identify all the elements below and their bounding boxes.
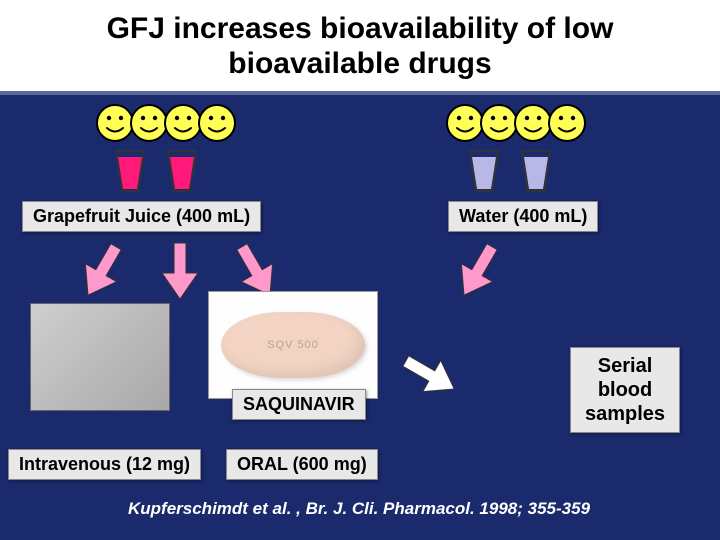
arrow-down-icon [70, 235, 135, 307]
page-title: GFJ increases bioavailability of low bio… [20, 12, 700, 81]
title-line-2: bioavailable drugs [228, 47, 491, 80]
smiley-face-icon [547, 103, 587, 143]
arrow-icon [394, 343, 466, 408]
glass-icon [520, 149, 552, 193]
arrow-down-icon [446, 235, 511, 307]
smiley-face-icon [197, 103, 237, 143]
pill-text: SQV 500 [267, 339, 319, 351]
subject-group-right [445, 103, 581, 143]
label-water: Water (400 mL) [448, 201, 598, 232]
subject-group-left [95, 103, 231, 143]
serial-l1: Serial [598, 355, 652, 377]
label-oral: ORAL (600 mg) [226, 449, 378, 480]
label-intravenous: Intravenous (12 mg) [8, 449, 201, 480]
serial-l3: samples [585, 403, 665, 425]
title-line-1: GFJ increases bioavailability of low [107, 12, 614, 45]
glasses-water [468, 149, 552, 193]
pill: SQV 500 [221, 312, 365, 378]
glass-icon [114, 149, 146, 193]
diagram-stage: Grapefruit Juice (400 mL) Water (400 mL)… [0, 95, 720, 535]
glass-icon [468, 149, 500, 193]
iv-administration-image [30, 303, 170, 411]
citation: Kupferschimdt et al. , Br. J. Cli. Pharm… [128, 499, 590, 519]
serial-blood-samples-box: Serial blood samples [570, 347, 680, 433]
glass-icon [166, 149, 198, 193]
glasses-grapefruit [114, 149, 198, 193]
label-grapefruit-juice: Grapefruit Juice (400 mL) [22, 201, 261, 232]
arrow-down-icon [160, 241, 200, 301]
title-block: GFJ increases bioavailability of low bio… [0, 0, 720, 95]
pill-image: SQV 500 [208, 291, 378, 399]
label-saquinavir: SAQUINAVIR [232, 389, 366, 420]
serial-l2: blood [598, 379, 652, 401]
